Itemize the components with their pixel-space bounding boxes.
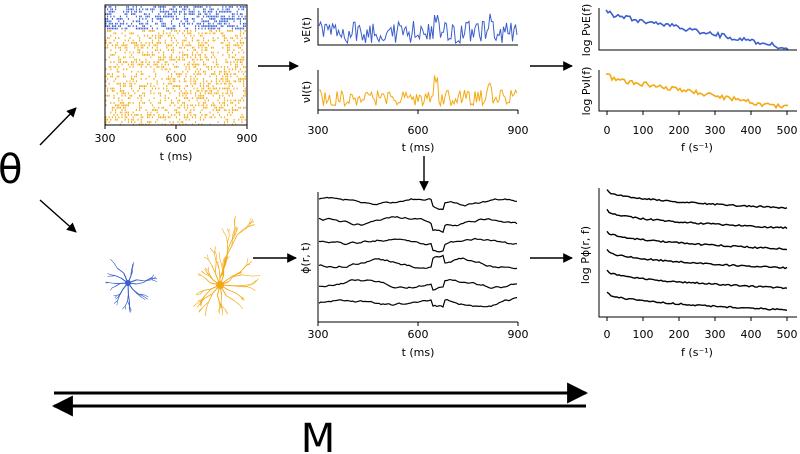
rates-xtick: 300 <box>308 124 329 137</box>
spec-top-xtick: 500 <box>777 124 798 137</box>
spec-bottom-xticks: 0 100 200 300 400 500 <box>604 317 798 341</box>
lfp-xtick: 300 <box>308 328 329 341</box>
raster-xtick: 900 <box>237 132 258 145</box>
spec-top-xtick: 200 <box>669 124 690 137</box>
raster-xtick: 300 <box>95 132 116 145</box>
spec-top-xtick: 100 <box>633 124 654 137</box>
lfp-ylabel: ϕ(r, t) <box>299 242 312 274</box>
lfp-spec-ylabel: log Pϕ(r, f) <box>579 226 592 284</box>
raster-panel: 300 600 900 t (ms) <box>95 4 258 163</box>
spec-top-xlabel: f (s⁻¹) <box>681 141 713 154</box>
spec-top-xtick: 400 <box>741 124 762 137</box>
raster-spikes <box>105 6 246 126</box>
lfp-xtick: 900 <box>508 328 529 341</box>
lfp-xlabel: t (ms) <box>402 346 435 359</box>
lfp-panel: ϕ(r, t) 300 600 900 t (ms) <box>299 192 529 359</box>
spec-top-xtick: 300 <box>705 124 726 137</box>
spec-e-ylabel: log PνE(f) <box>580 4 593 56</box>
spec-bottom-xtick: 200 <box>669 328 690 341</box>
spec-i-axes <box>598 70 797 112</box>
raster-xtick: 600 <box>166 132 187 145</box>
lfp-spectra-traces <box>606 189 788 311</box>
rates-xtick: 600 <box>408 124 429 137</box>
rate-e-axes <box>317 8 518 46</box>
spec-top-xticks: 0 100 200 300 400 500 <box>604 111 798 137</box>
rates-xlabel: t (ms) <box>402 141 435 154</box>
excitatory-rate-trace <box>318 13 518 45</box>
lfp-spec-axes <box>598 188 797 318</box>
blue-neuron-morphology-icon <box>105 258 158 313</box>
inhibitory-rate-trace <box>318 75 518 108</box>
spec-bottom-xtick: 0 <box>604 328 611 341</box>
spec-bottom-xtick: 500 <box>777 328 798 341</box>
theta-to-raster-arrow <box>39 107 77 146</box>
orange-neuron-morphology-icon <box>192 215 261 317</box>
rate-i-ylabel: νI(t) <box>300 81 313 103</box>
spec-top-xtick: 0 <box>604 124 611 137</box>
bottom-spectra-panel: log Pϕ(r, f) 0 100 200 300 400 500 f (s⁻… <box>579 188 798 359</box>
spec-bottom-xtick: 100 <box>633 328 654 341</box>
theta-symbol: θ <box>0 147 22 193</box>
spec-bottom-xtick: 400 <box>741 328 762 341</box>
inhibitory-spectrum-trace <box>605 72 789 110</box>
theta-to-neurons-arrow <box>39 199 77 233</box>
rate-i-axes <box>317 70 518 111</box>
rates-panel: νE(t) νI(t) 300 600 900 t (ms) <box>300 8 529 154</box>
spec-bottom-xtick: 300 <box>705 328 726 341</box>
model-symbol: M <box>301 416 336 454</box>
raster-xlabel: t (ms) <box>160 150 193 163</box>
spec-e-axes <box>598 8 797 51</box>
spec-bottom-xlabel: f (s⁻¹) <box>681 346 713 359</box>
rate-e-ylabel: νE(t) <box>300 17 313 43</box>
rates-xtick: 900 <box>508 124 529 137</box>
top-spectra-panel: log PνE(f) log PνI(f) 0 100 200 300 400 … <box>580 4 798 154</box>
spec-i-ylabel: log PνI(f) <box>580 67 593 116</box>
lfp-xtick: 600 <box>408 328 429 341</box>
excitatory-spectrum-trace <box>605 9 789 51</box>
lfp-traces <box>318 196 518 308</box>
